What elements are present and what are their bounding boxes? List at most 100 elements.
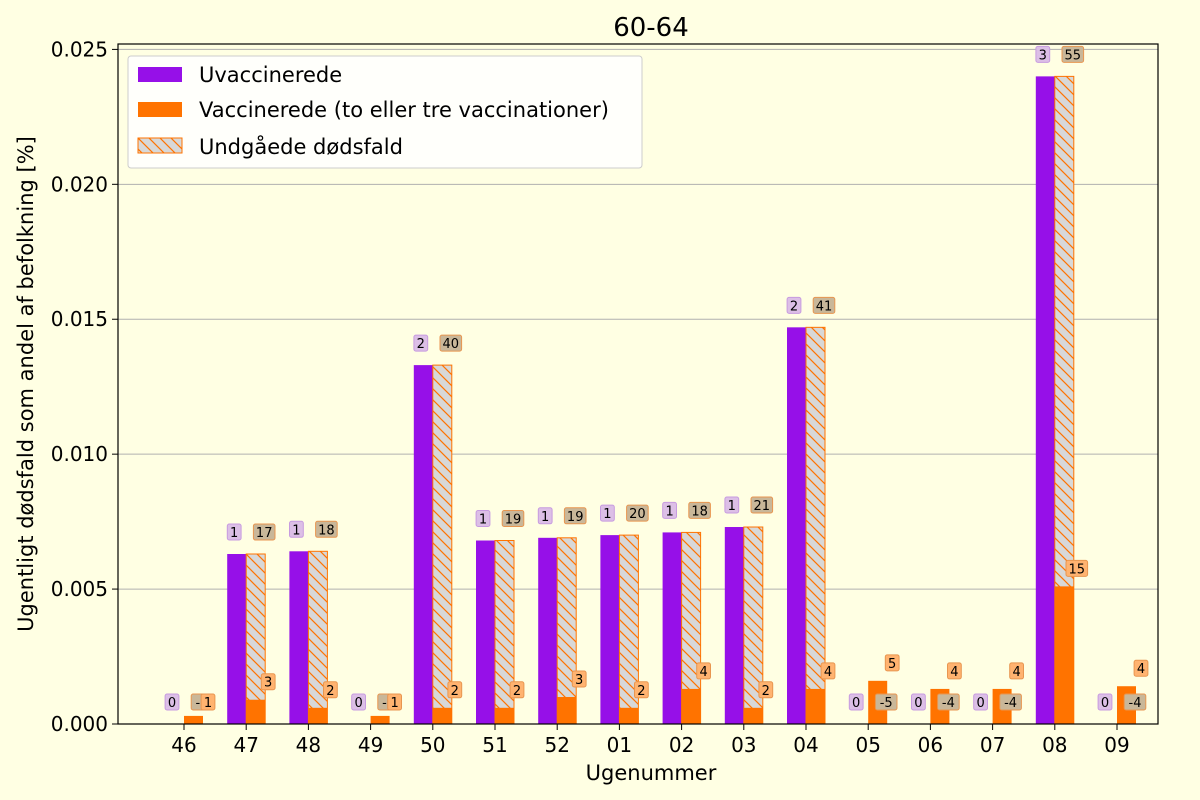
svg-text:5: 5 bbox=[888, 657, 896, 672]
svg-text:2: 2 bbox=[326, 684, 334, 699]
data-label-vaccinerede: 1 bbox=[387, 693, 403, 711]
svg-text:-5: -5 bbox=[880, 696, 893, 711]
data-label-undgaede: 41 bbox=[812, 296, 836, 314]
legend-label-uvaccinerede: Uvaccinerede bbox=[199, 63, 342, 87]
bar-uvaccinerede bbox=[476, 540, 495, 724]
svg-text:19: 19 bbox=[505, 513, 522, 528]
y-tick-label: 0.000 bbox=[51, 712, 108, 736]
svg-text:2: 2 bbox=[451, 684, 459, 699]
data-label-vaccinerede: 3 bbox=[260, 673, 276, 691]
bar-vaccinerede bbox=[246, 699, 266, 724]
data-label-vaccinerede: 2 bbox=[447, 681, 463, 699]
y-tick-label: 0.005 bbox=[51, 577, 108, 601]
bar-undgaede bbox=[245, 553, 266, 725]
y-axis-ticks: 0.000 0.005 0.010 0.015 0.020 0.025 bbox=[51, 37, 118, 736]
bar-vaccinerede bbox=[681, 688, 701, 724]
data-label-uvaccinerede: 1 bbox=[600, 504, 615, 522]
svg-text:2: 2 bbox=[762, 684, 770, 699]
x-tick-label: 02 bbox=[669, 733, 694, 757]
bar-uvaccinerede bbox=[662, 532, 682, 724]
svg-text:17: 17 bbox=[256, 526, 273, 541]
svg-text:1: 1 bbox=[204, 696, 212, 711]
x-tick-label: 47 bbox=[233, 733, 258, 757]
data-label-uvaccinerede: 0 bbox=[351, 693, 367, 711]
data-label-undgaede: 40 bbox=[439, 334, 463, 352]
data-label-uvaccinerede: 1 bbox=[475, 510, 491, 528]
data-label-undgaede: -4 bbox=[1123, 693, 1147, 711]
bar-uvaccinerede bbox=[787, 327, 806, 724]
data-label-vaccinerede: 4 bbox=[696, 662, 712, 680]
data-label-undgaede: 21 bbox=[750, 496, 774, 514]
svg-text:15: 15 bbox=[1069, 562, 1086, 577]
svg-text:2: 2 bbox=[513, 684, 521, 699]
svg-text:-4: -4 bbox=[1004, 696, 1017, 711]
x-tick-label: 51 bbox=[482, 733, 507, 757]
legend-swatch-vaccinerede bbox=[138, 102, 182, 117]
data-label-uvaccinerede: 0 bbox=[911, 693, 926, 711]
svg-text:2: 2 bbox=[637, 684, 645, 699]
x-tick-label: 07 bbox=[980, 733, 1005, 757]
data-label-uvaccinerede: 0 bbox=[848, 693, 864, 711]
svg-text:1: 1 bbox=[230, 526, 238, 541]
data-label-uvaccinerede: 1 bbox=[537, 507, 553, 525]
data-label-uvaccinerede: 0 bbox=[973, 693, 989, 711]
data-label-undgaede: 17 bbox=[252, 523, 276, 541]
bar-undgaede bbox=[556, 537, 577, 725]
data-label-undgaede: 19 bbox=[563, 507, 587, 525]
svg-text:55: 55 bbox=[1065, 48, 1082, 63]
data-label-vaccinerede: 2 bbox=[758, 681, 774, 699]
svg-text:18: 18 bbox=[691, 504, 708, 519]
x-axis-label: Ugenummer bbox=[586, 761, 717, 785]
data-label-vaccinerede: 2 bbox=[323, 681, 338, 699]
svg-text:3: 3 bbox=[264, 676, 272, 691]
bar-vaccinerede bbox=[806, 688, 825, 724]
bar-vaccinerede bbox=[184, 715, 203, 724]
x-tick-label: 03 bbox=[731, 733, 756, 757]
bar-uvaccinerede bbox=[1035, 76, 1055, 724]
bar-uvaccinerede bbox=[289, 551, 309, 724]
data-label-uvaccinerede: 1 bbox=[289, 520, 304, 538]
svg-text:20: 20 bbox=[629, 507, 646, 522]
data-label-uvaccinerede: 2 bbox=[786, 296, 802, 314]
legend-label-undgaede: Undgåede dødsfald bbox=[199, 134, 403, 159]
bar-vaccinerede bbox=[308, 707, 328, 724]
svg-text:3: 3 bbox=[575, 673, 583, 688]
svg-text:4: 4 bbox=[1012, 665, 1020, 680]
svg-text:19: 19 bbox=[567, 510, 584, 525]
x-tick-label: 48 bbox=[296, 733, 321, 757]
x-tick-label: 50 bbox=[420, 733, 445, 757]
data-label-undgaede: -4 bbox=[999, 693, 1022, 711]
svg-text:41: 41 bbox=[816, 299, 833, 314]
bar-uvaccinerede bbox=[538, 537, 558, 724]
legend-swatch-uvaccinerede bbox=[138, 67, 182, 82]
data-label-vaccinerede: 3 bbox=[571, 670, 587, 688]
svg-text:-4: -4 bbox=[1129, 696, 1142, 711]
x-tick-label: 52 bbox=[544, 733, 569, 757]
legend-frame bbox=[127, 55, 643, 169]
data-label-undgaede: 18 bbox=[315, 520, 338, 538]
bar-vaccinerede bbox=[619, 707, 639, 724]
svg-text:-4: -4 bbox=[942, 696, 955, 711]
svg-text:2: 2 bbox=[417, 337, 425, 352]
legend-swatch-undgaede bbox=[137, 137, 183, 154]
data-label-undgaede: 55 bbox=[1061, 45, 1085, 63]
x-tick-label: 05 bbox=[855, 733, 880, 757]
bar-vaccinerede bbox=[432, 707, 452, 724]
bar-vaccinerede bbox=[370, 715, 390, 724]
data-label-vaccinerede: 4 bbox=[820, 662, 836, 680]
data-labels-layer: 0-11117311820-11240211921193120211841212… bbox=[164, 45, 1149, 711]
svg-text:1: 1 bbox=[603, 507, 611, 522]
svg-text:0: 0 bbox=[852, 696, 860, 711]
data-label-vaccinerede: 2 bbox=[509, 681, 525, 699]
bar-vaccinerede bbox=[1054, 586, 1074, 724]
data-label-uvaccinerede: 1 bbox=[662, 501, 678, 519]
bar-uvaccinerede bbox=[600, 535, 620, 724]
bars-layer bbox=[184, 75, 1136, 725]
svg-text:18: 18 bbox=[318, 523, 335, 538]
data-label-uvaccinerede: 1 bbox=[724, 496, 740, 514]
svg-text:1: 1 bbox=[479, 513, 487, 528]
data-label-undgaede: -5 bbox=[874, 693, 898, 711]
svg-text:40: 40 bbox=[443, 337, 460, 352]
data-label-uvaccinerede: 0 bbox=[164, 693, 180, 711]
